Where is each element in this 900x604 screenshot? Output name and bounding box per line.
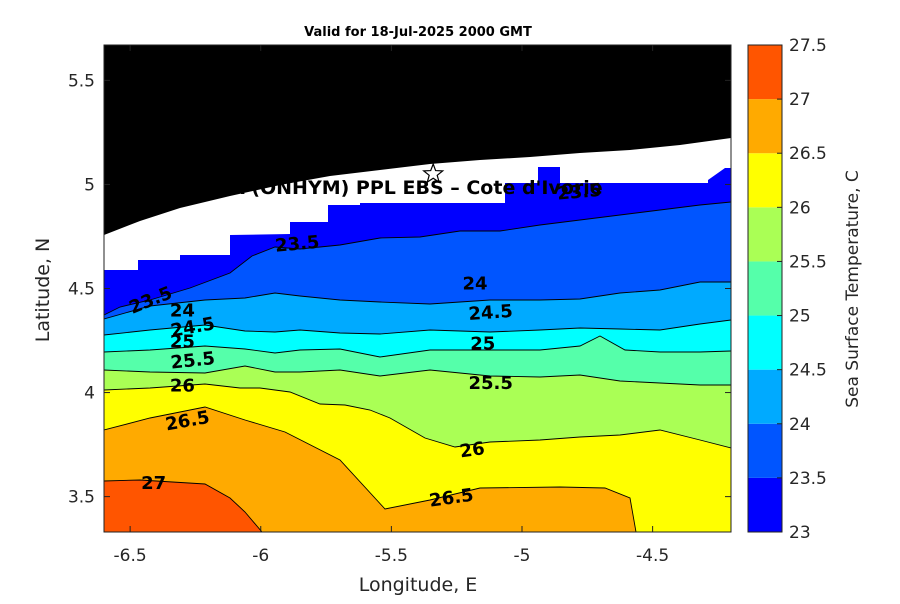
contour-label: 25 xyxy=(170,332,195,353)
contour-label: 24 xyxy=(170,300,195,321)
contour-label: 25.5 xyxy=(170,348,216,374)
contour-lines xyxy=(104,201,731,532)
colorbar-tick-label: 24.5 xyxy=(789,361,827,381)
colorbar-tick-label: 25.5 xyxy=(789,252,827,272)
colorbar-tick-label: 27 xyxy=(789,90,811,110)
contour-label: 24 xyxy=(462,273,487,294)
colorbar-swatch xyxy=(748,315,782,370)
y-tick-label: 5.5 xyxy=(68,71,95,91)
contour-label: 25 xyxy=(470,334,495,355)
x-axis: -6.5 -6 -5.5 -5 -4.5 xyxy=(114,45,669,566)
x-tick-label: -4.5 xyxy=(636,546,669,566)
colorbar-tick-label: 27.5 xyxy=(789,36,827,56)
colorbar-tick-label: 24 xyxy=(789,415,811,435)
y-axis-label: Latitude, N xyxy=(32,238,54,343)
y-tick-label: 5 xyxy=(84,175,95,195)
colorbar-tick-label: 25 xyxy=(789,307,811,327)
x-tick-label: -6.5 xyxy=(114,546,147,566)
contour-label: 23.5 xyxy=(556,180,602,205)
y-tick-label: 4.5 xyxy=(68,280,95,300)
contour-label: 27 xyxy=(141,473,166,494)
contour-line-25 xyxy=(104,335,731,358)
contour-line-23-5 xyxy=(104,201,731,316)
x-tick-label: -6 xyxy=(252,546,269,566)
colorbar-tick-label: 26.5 xyxy=(789,144,827,164)
colorbar-swatch xyxy=(748,207,782,262)
colorbar-swatch xyxy=(748,153,782,208)
colorbar: 23 23.5 24 24.5 25 25.5 26 26.5 27 27.5 xyxy=(747,36,827,543)
contour-line-24-5 xyxy=(104,319,731,336)
x-tick-label: -5.5 xyxy=(375,546,408,566)
contour-label: 26 xyxy=(458,438,486,462)
colorbar-swatch xyxy=(748,261,782,316)
contour-line-26 xyxy=(104,383,731,449)
y-tick-label: 4 xyxy=(84,384,95,404)
y-axis: 3.5 4 4.5 5 5.5 xyxy=(68,71,731,508)
colorbar-tick-label: 23.5 xyxy=(789,469,827,489)
marker-layer: A (ONHYM) PPL EBS – Cote d'Ivorie xyxy=(230,162,603,199)
y-tick-label: 3.5 xyxy=(68,488,95,508)
colorbar-tick-label: 26 xyxy=(789,198,811,218)
land xyxy=(104,45,731,235)
contour-label: 24.5 xyxy=(468,301,514,325)
colorbar-swatch xyxy=(748,45,782,100)
colorbar-swatch xyxy=(748,477,782,532)
colorbar-swatch xyxy=(748,369,782,424)
contour-label: 23.5 xyxy=(274,232,320,257)
contour-line-25-5 xyxy=(104,365,731,386)
contour-label: 26 xyxy=(170,375,195,396)
colorbar-tick-label: 23 xyxy=(789,523,811,543)
site-star-marker xyxy=(422,162,445,184)
plot-area: 23.52424.52525.52626.52723.523.52424.525… xyxy=(68,44,732,566)
x-tick-label: -5 xyxy=(514,546,531,566)
x-axis-label: Longitude, E xyxy=(359,574,478,596)
chart-title: Valid for 18-Jul-2025 2000 GMT xyxy=(304,25,532,40)
contour-label: 25.5 xyxy=(468,373,512,394)
colorbar-frame xyxy=(747,44,783,533)
contour-field xyxy=(104,45,731,532)
contour-line-27 xyxy=(104,479,263,532)
colorbar-swatch xyxy=(748,423,782,478)
colorbar-swatch xyxy=(748,99,782,154)
contour-line-24 xyxy=(104,281,731,320)
contour-line-26-5 xyxy=(104,406,637,532)
site-label: A (ONHYM) PPL EBS – Cote d'Ivorie xyxy=(230,177,603,199)
colorbar-label: Sea Surface Temperature, C xyxy=(843,170,863,408)
